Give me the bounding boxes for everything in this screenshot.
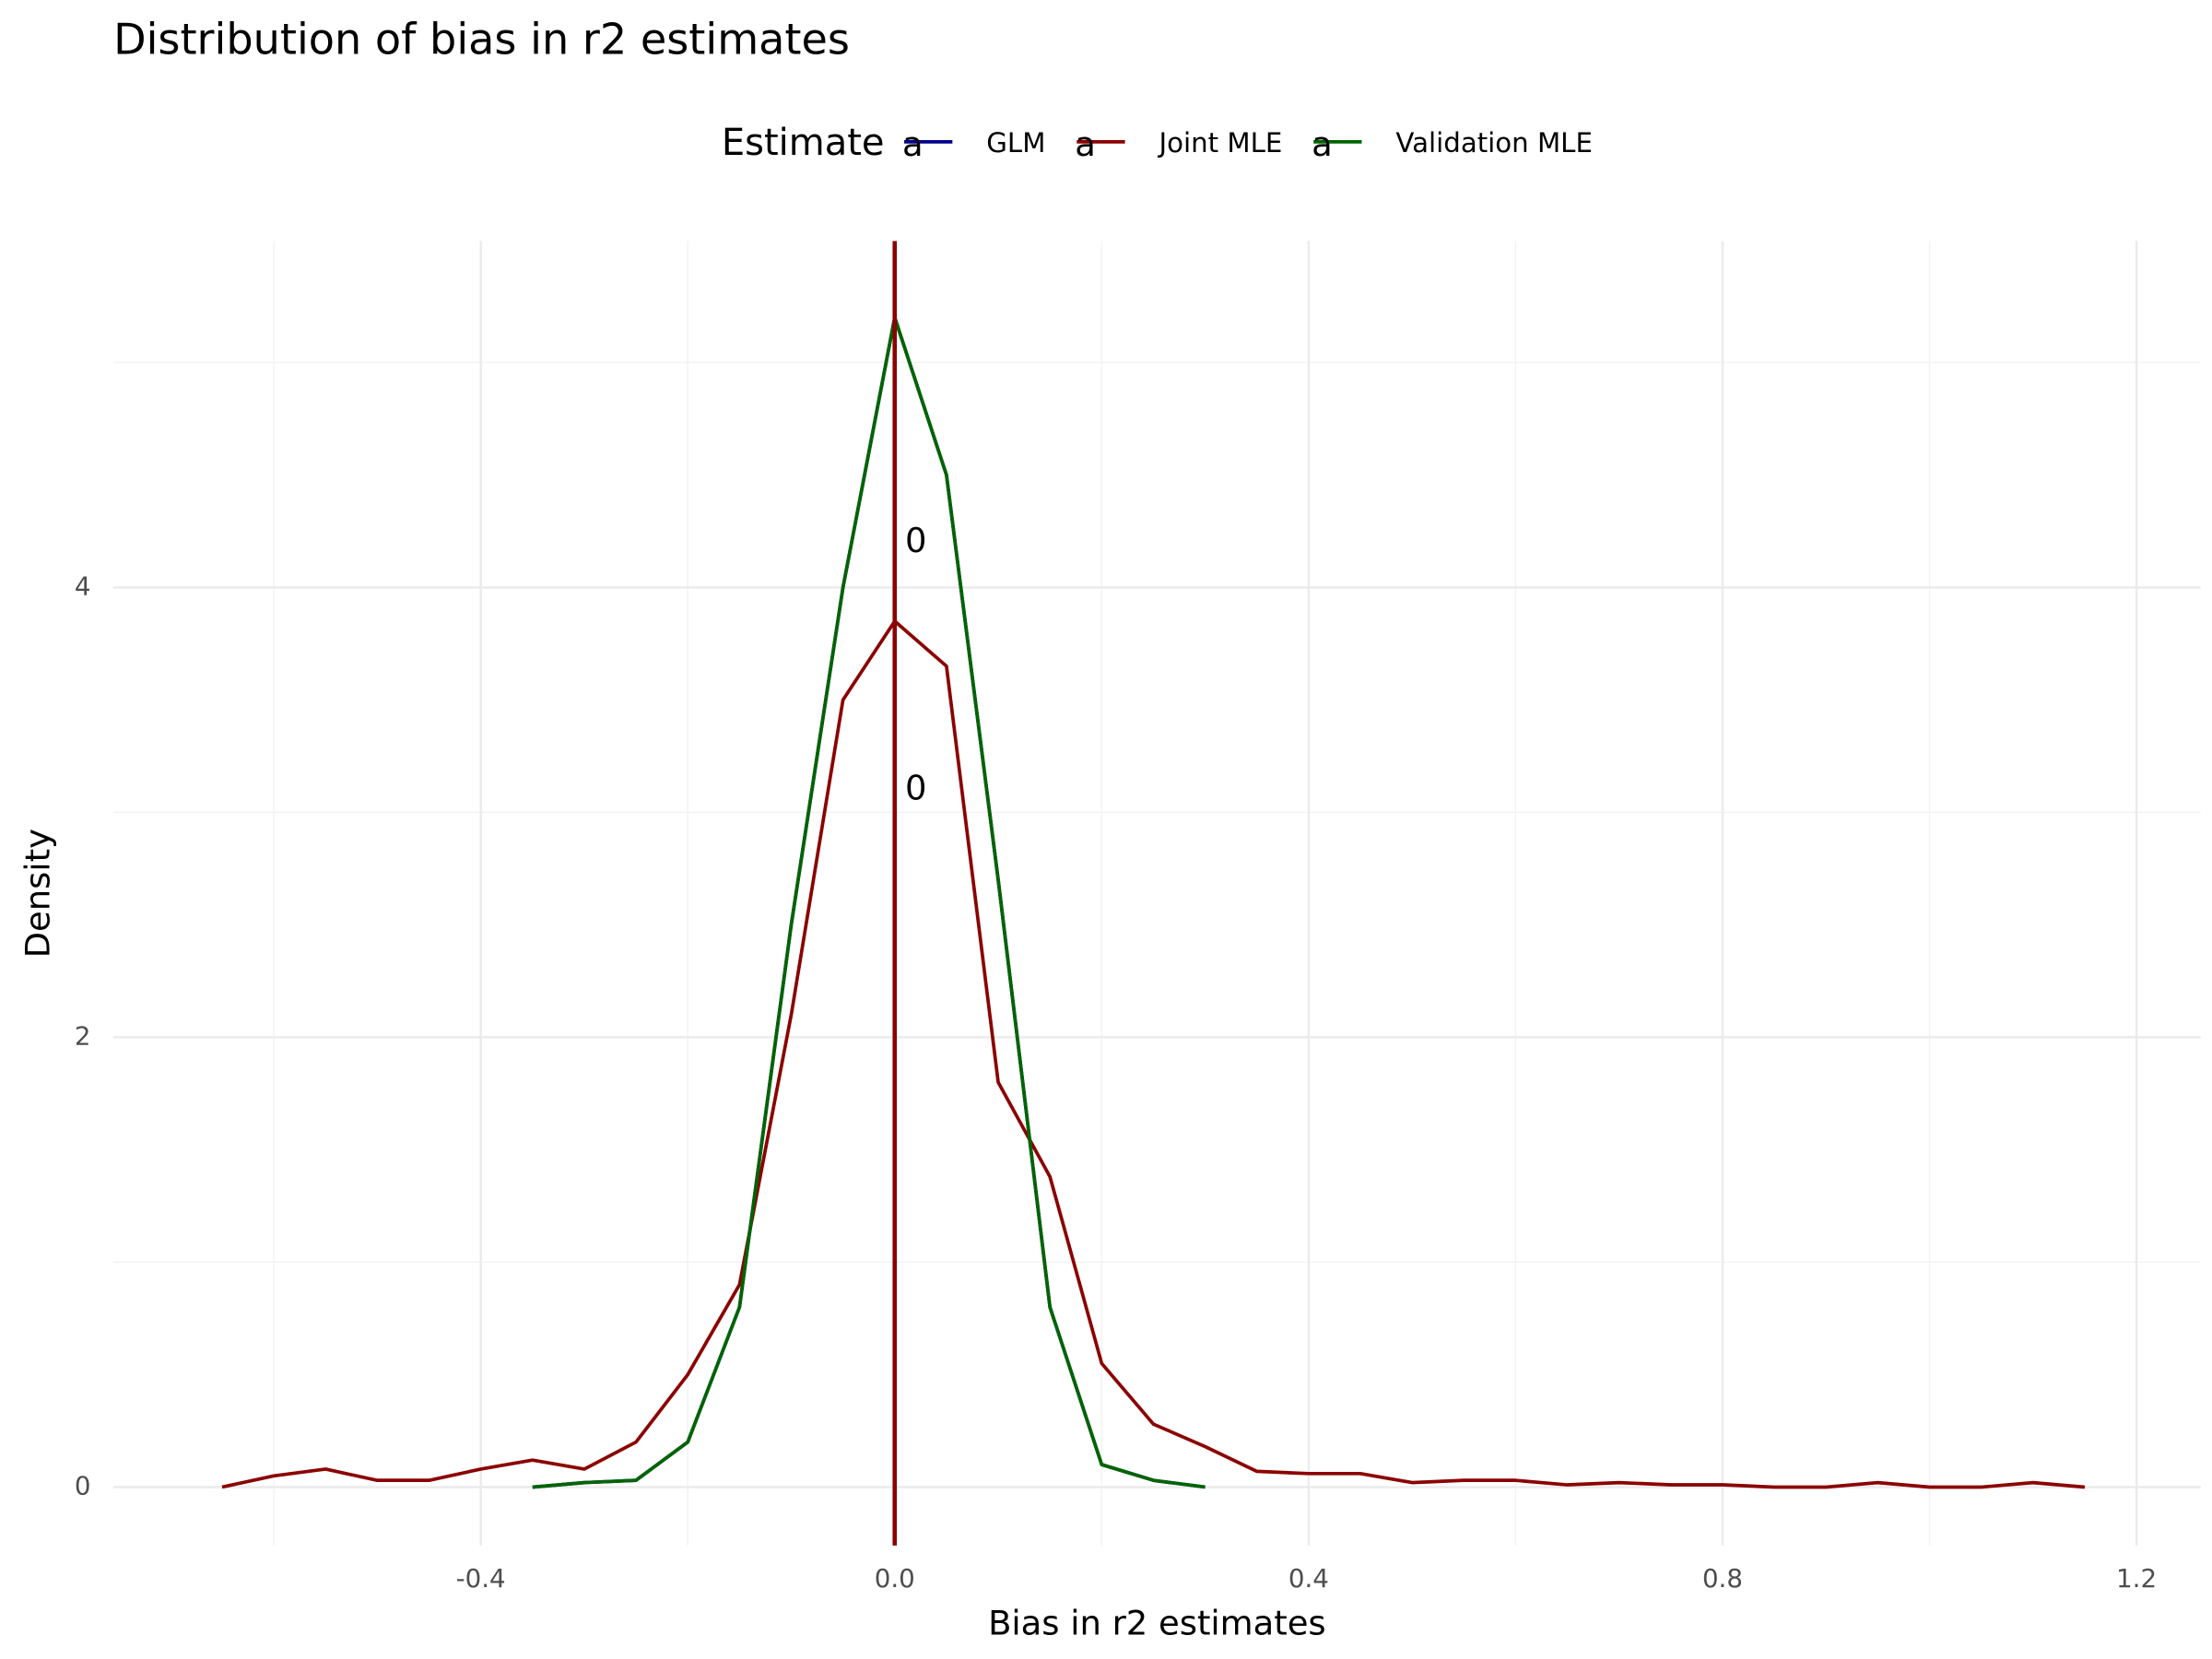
x-tick-label: 0.4 — [1288, 1563, 1329, 1594]
x-tick-label: 0.8 — [1702, 1563, 1743, 1594]
x-tick-label: 0.0 — [875, 1563, 915, 1594]
annotation: 0 — [905, 768, 926, 807]
legend-key: a — [1075, 124, 1125, 164]
chart-title: Distribution of bias in r2 estimates — [113, 15, 850, 65]
density-line — [221, 619, 2086, 1489]
y-tick-label: 2 — [75, 1020, 91, 1051]
legend-key-glyph: a — [1312, 124, 1333, 164]
legend-label: Joint MLE — [1158, 127, 1283, 159]
legend: Estimate a GLM a Joint MLE a Validation MLE — [722, 122, 1593, 164]
x-tick-label: 1.2 — [2116, 1563, 2157, 1594]
y-tick-label: 4 — [75, 571, 91, 601]
legend-key-glyph: a — [902, 124, 924, 164]
legend-key: a — [902, 124, 953, 164]
density-line — [532, 315, 1206, 1489]
x-axis-title: Bias in r2 estimates — [988, 1604, 1326, 1643]
legend-key-glyph: a — [1075, 124, 1096, 164]
x-tick-label: -0.4 — [456, 1563, 506, 1594]
legend-label: Validation MLE — [1395, 127, 1593, 159]
density-line — [532, 315, 1206, 1489]
legend-key: a — [1312, 124, 1362, 164]
y-tick-label: 0 — [75, 1470, 91, 1500]
y-axis-title: Density — [18, 829, 58, 958]
annotation: 0 — [905, 521, 926, 560]
legend-label: GLM — [986, 127, 1045, 159]
legend-title: Estimate — [722, 122, 885, 164]
